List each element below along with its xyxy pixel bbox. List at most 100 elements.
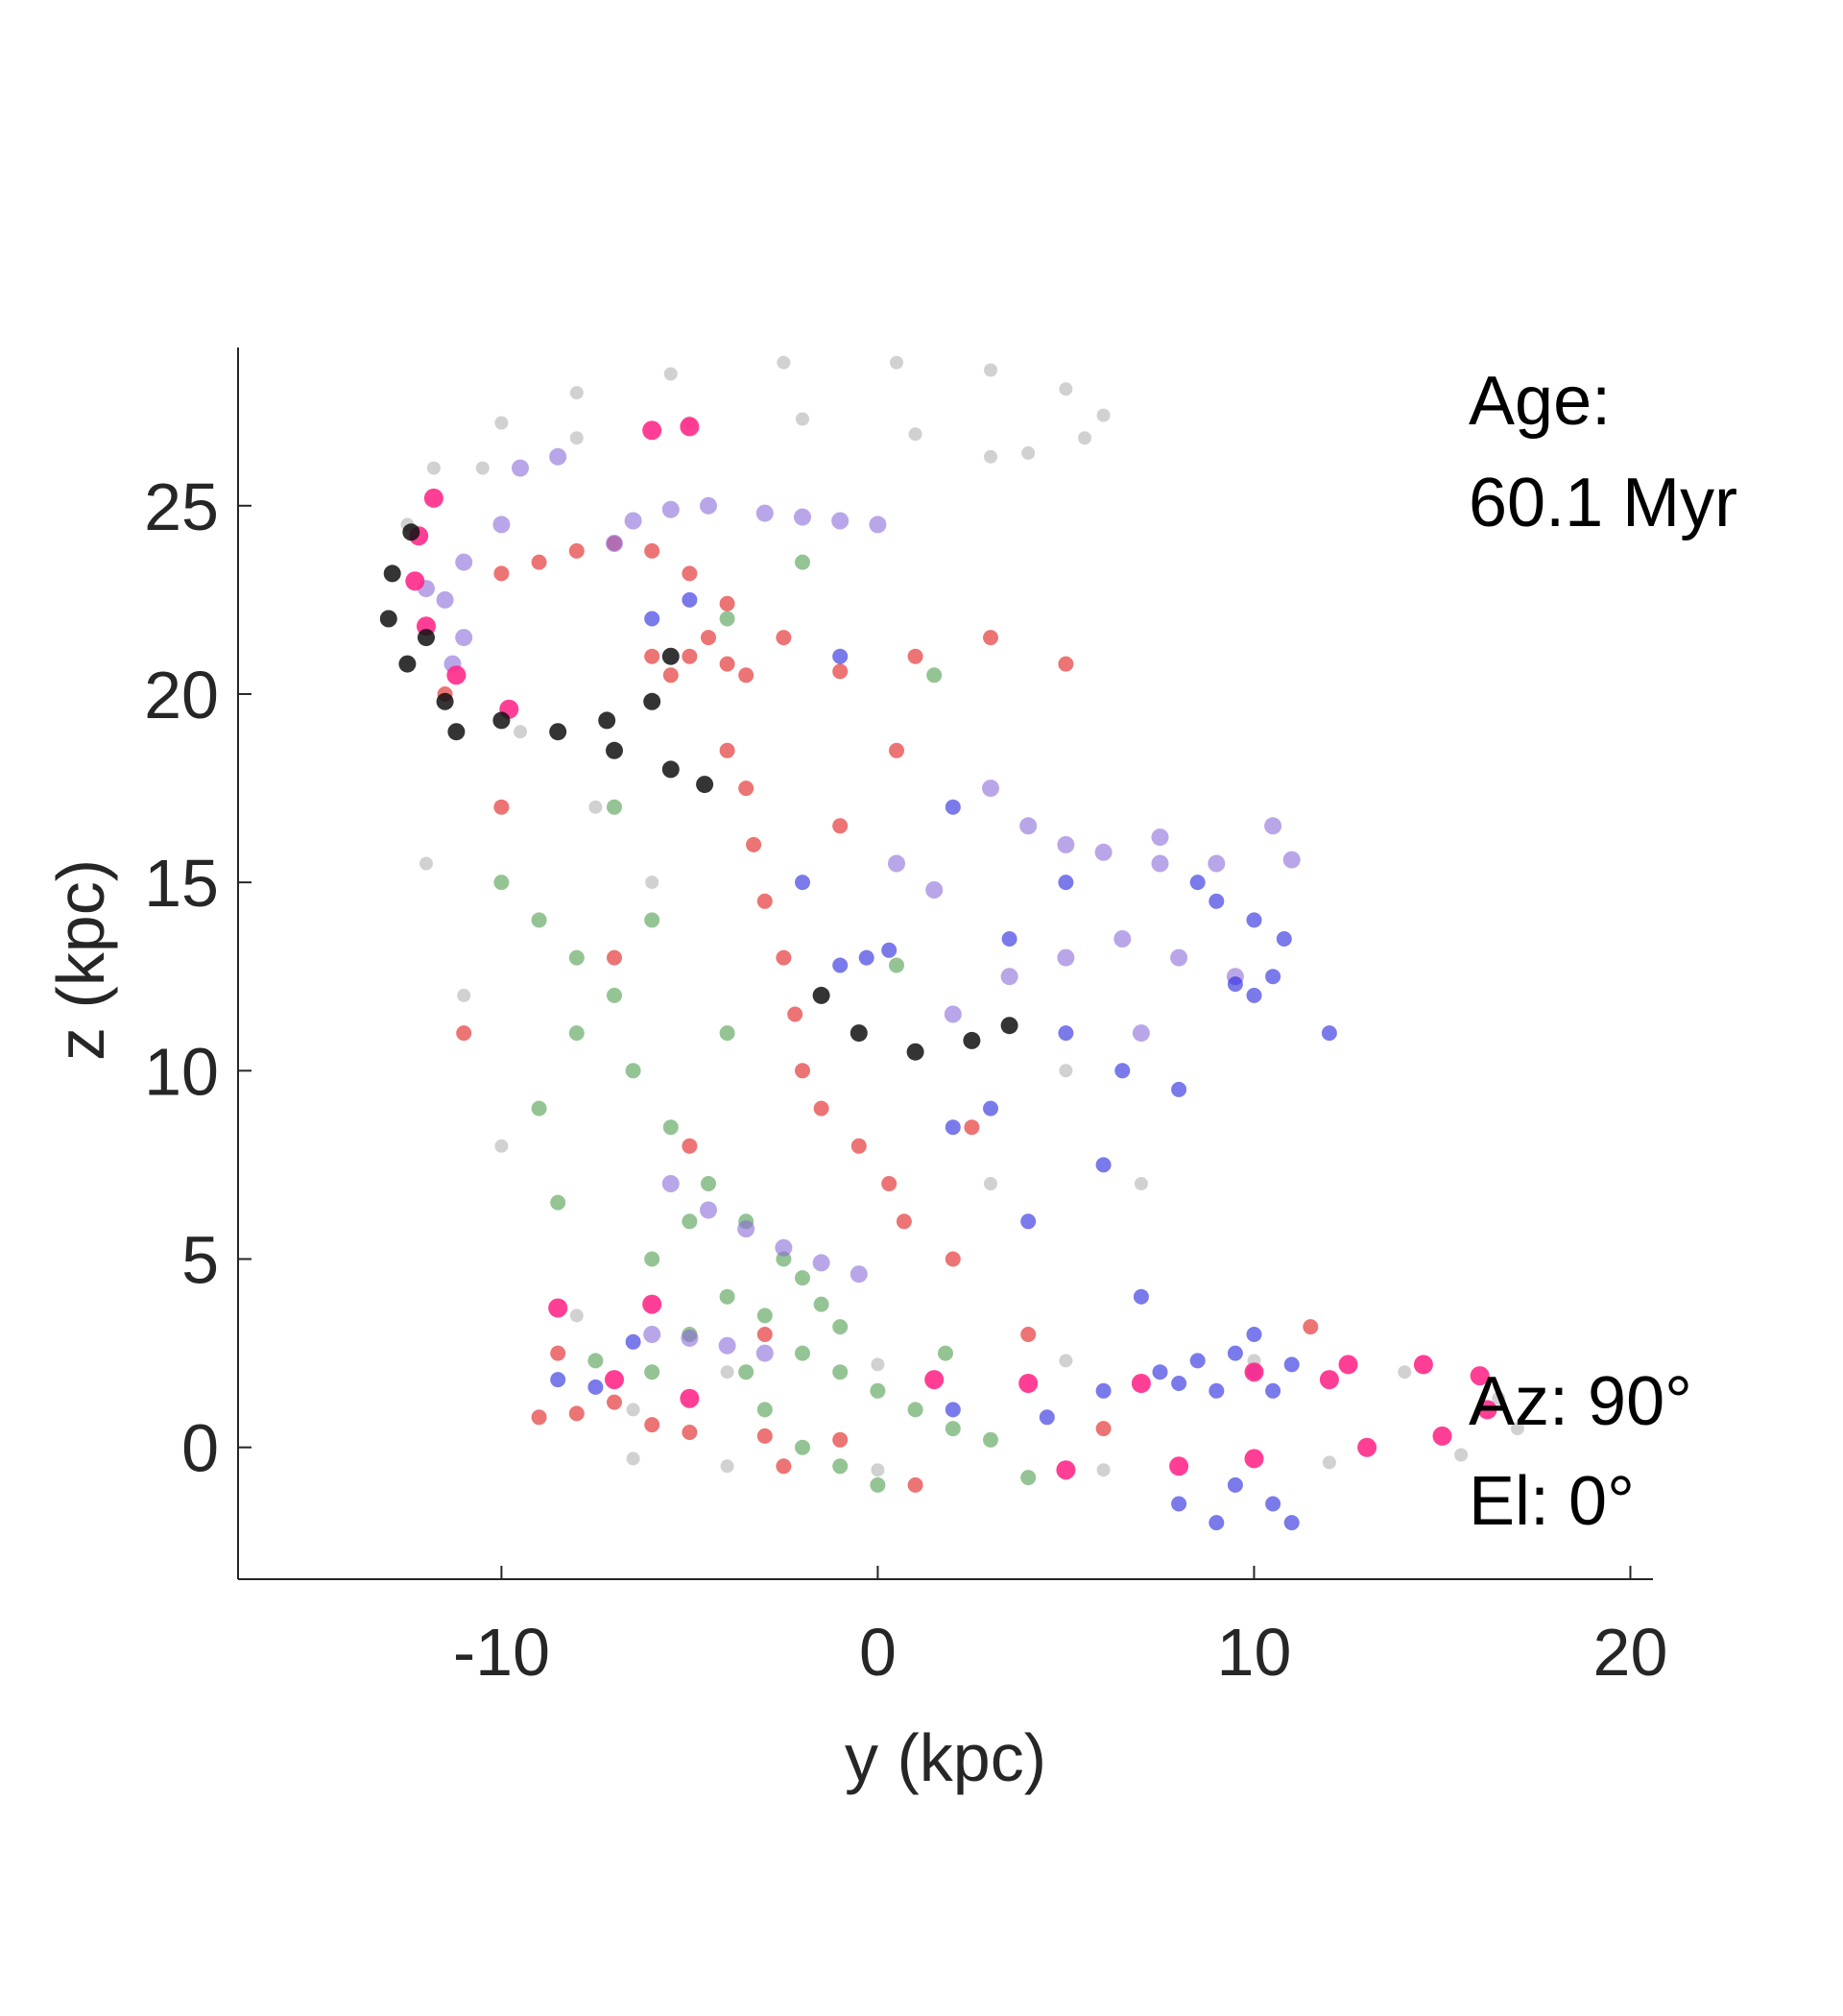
data-point bbox=[568, 1405, 585, 1422]
data-point bbox=[1246, 987, 1262, 1003]
data-point bbox=[945, 799, 961, 815]
data-point bbox=[925, 881, 944, 899]
data-point bbox=[907, 1402, 923, 1418]
data-point bbox=[926, 667, 943, 684]
x-axis-label: y (kpc) bbox=[845, 1720, 1046, 1795]
data-point bbox=[881, 942, 898, 958]
data-point bbox=[700, 1201, 717, 1219]
data-point bbox=[1265, 1496, 1281, 1512]
data-point bbox=[984, 1177, 997, 1190]
data-point bbox=[587, 1379, 604, 1395]
data-point bbox=[455, 553, 473, 571]
data-point bbox=[850, 1138, 867, 1154]
data-points-layer bbox=[379, 355, 1524, 1531]
data-point bbox=[1303, 1319, 1319, 1335]
data-point bbox=[625, 1333, 641, 1350]
data-point bbox=[1151, 828, 1169, 847]
series-red bbox=[437, 536, 1319, 1493]
data-point bbox=[1133, 1288, 1149, 1305]
data-point bbox=[1020, 1213, 1037, 1230]
data-point bbox=[1432, 1426, 1452, 1446]
data-point bbox=[550, 1194, 566, 1211]
data-point bbox=[662, 667, 679, 684]
data-point bbox=[1000, 1017, 1018, 1035]
data-point bbox=[701, 1176, 716, 1191]
age-value: 60.1 Myr bbox=[1469, 465, 1737, 541]
data-point bbox=[1020, 1470, 1037, 1486]
data-point bbox=[383, 564, 401, 583]
data-point bbox=[644, 648, 660, 664]
data-point bbox=[1151, 854, 1169, 873]
data-point bbox=[858, 949, 874, 966]
data-point bbox=[606, 741, 623, 759]
y-tick-label: 20 bbox=[144, 658, 219, 732]
data-point bbox=[1209, 1382, 1225, 1399]
data-point bbox=[475, 461, 490, 475]
data-point bbox=[644, 611, 660, 627]
data-point bbox=[1454, 1448, 1469, 1462]
data-point bbox=[682, 1138, 698, 1154]
data-point bbox=[718, 1336, 736, 1355]
series-green bbox=[493, 554, 1037, 1493]
data-point bbox=[938, 1345, 953, 1361]
data-point bbox=[643, 1326, 661, 1343]
data-point bbox=[924, 1370, 945, 1390]
y-axis-label: z (kpc) bbox=[43, 859, 118, 1061]
data-point bbox=[494, 1139, 509, 1153]
data-point bbox=[607, 987, 622, 1003]
data-point bbox=[850, 1265, 868, 1284]
data-point bbox=[1059, 1354, 1073, 1368]
x-tick-label: 0 bbox=[859, 1615, 897, 1690]
data-point bbox=[1169, 1456, 1189, 1476]
data-point bbox=[1276, 931, 1292, 947]
series-blue bbox=[550, 591, 1337, 1531]
data-point bbox=[701, 630, 716, 646]
data-point bbox=[1265, 1382, 1281, 1399]
data-point bbox=[795, 1270, 810, 1286]
data-point bbox=[831, 512, 850, 530]
data-point bbox=[700, 496, 717, 515]
data-point bbox=[1338, 1355, 1358, 1375]
data-point bbox=[1021, 445, 1036, 460]
data-point bbox=[870, 1382, 886, 1399]
data-point bbox=[776, 949, 792, 966]
x-tick-label: 10 bbox=[1217, 1615, 1292, 1690]
data-point bbox=[889, 742, 904, 758]
data-point bbox=[456, 1025, 472, 1042]
data-point bbox=[1398, 1365, 1412, 1380]
data-point bbox=[755, 504, 774, 522]
data-point bbox=[1227, 1476, 1243, 1493]
data-point bbox=[738, 780, 754, 797]
data-point bbox=[626, 1403, 640, 1417]
data-point bbox=[1171, 1081, 1187, 1097]
data-point bbox=[1020, 1327, 1037, 1342]
data-point bbox=[755, 1344, 774, 1362]
data-point bbox=[850, 1024, 868, 1043]
data-point bbox=[832, 1431, 849, 1448]
data-point bbox=[569, 1308, 584, 1323]
data-point bbox=[795, 554, 810, 570]
data-point bbox=[832, 1364, 849, 1380]
data-point bbox=[663, 367, 678, 381]
data-point bbox=[402, 523, 420, 541]
data-point bbox=[644, 1417, 660, 1433]
data-point bbox=[1470, 1366, 1490, 1386]
data-point bbox=[787, 1006, 803, 1022]
data-point bbox=[680, 417, 700, 437]
data-point bbox=[813, 1296, 829, 1312]
y-tick-label: 25 bbox=[144, 469, 219, 544]
data-point bbox=[642, 420, 662, 441]
data-point bbox=[531, 554, 547, 570]
data-point bbox=[549, 447, 567, 466]
data-point bbox=[493, 875, 510, 891]
data-point bbox=[607, 1394, 622, 1410]
data-point bbox=[1152, 1364, 1168, 1380]
data-point bbox=[1096, 1463, 1111, 1477]
data-point bbox=[794, 508, 811, 526]
data-point bbox=[607, 799, 622, 815]
data-point bbox=[1227, 976, 1243, 993]
age-label: Age: bbox=[1469, 363, 1611, 440]
data-point bbox=[1322, 1455, 1336, 1470]
data-point bbox=[832, 1458, 849, 1475]
